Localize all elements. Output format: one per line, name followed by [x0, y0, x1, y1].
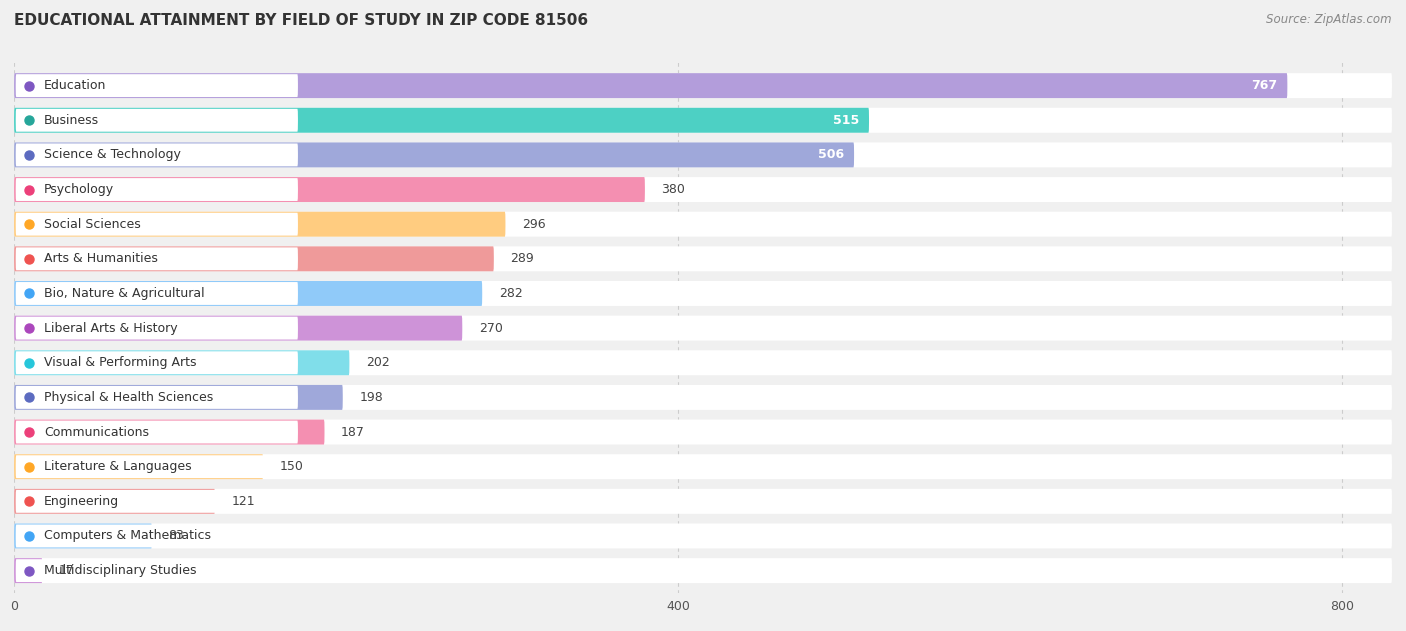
FancyBboxPatch shape	[15, 490, 298, 513]
FancyBboxPatch shape	[14, 524, 1392, 548]
FancyBboxPatch shape	[14, 558, 1392, 583]
Text: 506: 506	[818, 148, 844, 162]
FancyBboxPatch shape	[14, 524, 152, 548]
Text: Bio, Nature & Agricultural: Bio, Nature & Agricultural	[44, 287, 204, 300]
Text: Business: Business	[44, 114, 98, 127]
Text: 121: 121	[232, 495, 254, 508]
FancyBboxPatch shape	[15, 109, 298, 132]
Text: 767: 767	[1251, 79, 1278, 92]
Text: Multidisciplinary Studies: Multidisciplinary Studies	[44, 564, 197, 577]
FancyBboxPatch shape	[14, 177, 1392, 202]
Text: 150: 150	[280, 460, 304, 473]
FancyBboxPatch shape	[14, 454, 1392, 479]
Text: Computers & Mathematics: Computers & Mathematics	[44, 529, 211, 543]
FancyBboxPatch shape	[14, 246, 494, 271]
FancyBboxPatch shape	[14, 350, 1392, 375]
Text: Physical & Health Sciences: Physical & Health Sciences	[44, 391, 214, 404]
FancyBboxPatch shape	[15, 282, 298, 305]
FancyBboxPatch shape	[15, 178, 298, 201]
Text: Source: ZipAtlas.com: Source: ZipAtlas.com	[1267, 13, 1392, 26]
FancyBboxPatch shape	[14, 73, 1392, 98]
Text: 282: 282	[499, 287, 523, 300]
Text: Psychology: Psychology	[44, 183, 114, 196]
FancyBboxPatch shape	[15, 317, 298, 339]
Text: 270: 270	[479, 322, 503, 334]
Text: 515: 515	[832, 114, 859, 127]
FancyBboxPatch shape	[14, 108, 869, 133]
Text: 296: 296	[522, 218, 546, 231]
FancyBboxPatch shape	[14, 281, 1392, 306]
FancyBboxPatch shape	[14, 350, 350, 375]
Text: 83: 83	[169, 529, 184, 543]
Text: Literature & Languages: Literature & Languages	[44, 460, 191, 473]
Text: 198: 198	[360, 391, 382, 404]
FancyBboxPatch shape	[15, 421, 298, 444]
FancyBboxPatch shape	[14, 143, 853, 167]
Text: Arts & Humanities: Arts & Humanities	[44, 252, 157, 265]
FancyBboxPatch shape	[14, 281, 482, 306]
Text: 202: 202	[366, 357, 389, 369]
Text: Visual & Performing Arts: Visual & Performing Arts	[44, 357, 197, 369]
FancyBboxPatch shape	[14, 246, 1392, 271]
FancyBboxPatch shape	[15, 386, 298, 409]
FancyBboxPatch shape	[14, 73, 1288, 98]
FancyBboxPatch shape	[15, 213, 298, 235]
FancyBboxPatch shape	[15, 351, 298, 374]
FancyBboxPatch shape	[14, 143, 1392, 167]
Text: 289: 289	[510, 252, 534, 265]
Text: Liberal Arts & History: Liberal Arts & History	[44, 322, 177, 334]
Text: 17: 17	[59, 564, 75, 577]
FancyBboxPatch shape	[14, 212, 505, 237]
FancyBboxPatch shape	[14, 558, 42, 583]
FancyBboxPatch shape	[14, 177, 645, 202]
FancyBboxPatch shape	[15, 559, 298, 582]
FancyBboxPatch shape	[14, 489, 215, 514]
Text: Education: Education	[44, 79, 107, 92]
FancyBboxPatch shape	[14, 385, 343, 410]
Text: Engineering: Engineering	[44, 495, 120, 508]
FancyBboxPatch shape	[14, 316, 463, 341]
FancyBboxPatch shape	[15, 143, 298, 167]
FancyBboxPatch shape	[15, 524, 298, 548]
Text: 380: 380	[661, 183, 685, 196]
FancyBboxPatch shape	[14, 420, 325, 444]
FancyBboxPatch shape	[15, 455, 298, 478]
Text: Science & Technology: Science & Technology	[44, 148, 181, 162]
FancyBboxPatch shape	[14, 212, 1392, 237]
FancyBboxPatch shape	[15, 247, 298, 270]
FancyBboxPatch shape	[14, 420, 1392, 444]
FancyBboxPatch shape	[14, 316, 1392, 341]
FancyBboxPatch shape	[14, 454, 263, 479]
FancyBboxPatch shape	[14, 108, 1392, 133]
Text: Communications: Communications	[44, 425, 149, 439]
FancyBboxPatch shape	[14, 385, 1392, 410]
Text: Social Sciences: Social Sciences	[44, 218, 141, 231]
FancyBboxPatch shape	[14, 489, 1392, 514]
Text: 187: 187	[342, 425, 366, 439]
Text: EDUCATIONAL ATTAINMENT BY FIELD OF STUDY IN ZIP CODE 81506: EDUCATIONAL ATTAINMENT BY FIELD OF STUDY…	[14, 13, 588, 28]
FancyBboxPatch shape	[15, 74, 298, 97]
